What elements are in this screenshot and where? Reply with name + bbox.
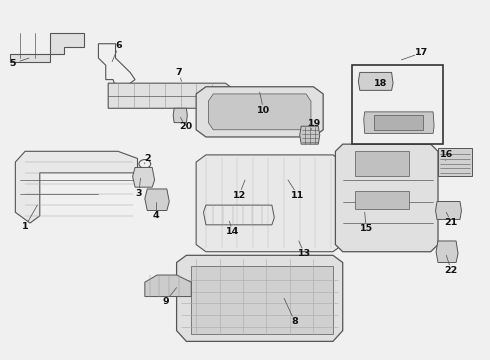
Polygon shape bbox=[108, 83, 235, 108]
Text: 3: 3 bbox=[136, 189, 142, 198]
Text: 17: 17 bbox=[415, 48, 428, 57]
Text: 13: 13 bbox=[298, 249, 311, 258]
Bar bbox=[352, 65, 443, 144]
Polygon shape bbox=[173, 108, 187, 123]
Text: 12: 12 bbox=[233, 190, 246, 199]
Bar bbox=[191, 266, 333, 334]
Polygon shape bbox=[358, 72, 393, 90]
Text: 19: 19 bbox=[308, 119, 321, 128]
Polygon shape bbox=[272, 173, 296, 187]
Polygon shape bbox=[436, 202, 462, 220]
Polygon shape bbox=[196, 155, 343, 252]
Polygon shape bbox=[10, 33, 84, 62]
Polygon shape bbox=[196, 87, 323, 137]
Text: 15: 15 bbox=[360, 224, 373, 233]
Text: 21: 21 bbox=[444, 218, 458, 227]
Text: 8: 8 bbox=[292, 317, 298, 326]
Text: 14: 14 bbox=[226, 228, 240, 237]
Circle shape bbox=[276, 185, 317, 215]
Polygon shape bbox=[364, 112, 434, 134]
Polygon shape bbox=[176, 255, 343, 341]
Polygon shape bbox=[133, 167, 155, 187]
Polygon shape bbox=[145, 189, 169, 211]
Text: 16: 16 bbox=[440, 150, 453, 159]
Text: 2: 2 bbox=[144, 154, 150, 163]
Polygon shape bbox=[145, 275, 191, 297]
Text: 6: 6 bbox=[116, 41, 122, 50]
Polygon shape bbox=[208, 94, 311, 130]
Bar bbox=[355, 191, 409, 209]
Text: 4: 4 bbox=[153, 211, 159, 220]
Text: 10: 10 bbox=[257, 105, 270, 114]
Circle shape bbox=[232, 185, 273, 215]
Text: 1: 1 bbox=[22, 222, 28, 231]
Text: 7: 7 bbox=[176, 68, 182, 77]
Text: 5: 5 bbox=[10, 59, 16, 68]
Bar bbox=[355, 151, 409, 176]
Text: 9: 9 bbox=[163, 297, 169, 306]
Text: 22: 22 bbox=[444, 266, 458, 275]
Polygon shape bbox=[300, 126, 320, 144]
Polygon shape bbox=[438, 148, 472, 176]
Polygon shape bbox=[335, 144, 438, 252]
Bar bbox=[374, 116, 423, 130]
Text: 11: 11 bbox=[291, 190, 304, 199]
Text: 20: 20 bbox=[179, 122, 192, 131]
Text: 18: 18 bbox=[374, 79, 388, 88]
Polygon shape bbox=[436, 241, 458, 262]
Polygon shape bbox=[15, 151, 138, 223]
